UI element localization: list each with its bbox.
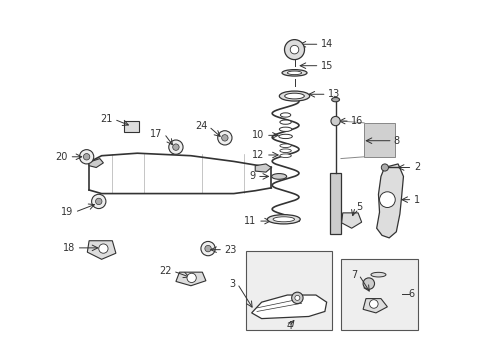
Bar bbox=[124, 121, 139, 132]
Circle shape bbox=[284, 40, 304, 60]
Circle shape bbox=[221, 135, 227, 141]
Circle shape bbox=[172, 144, 179, 150]
Ellipse shape bbox=[267, 215, 300, 224]
Circle shape bbox=[363, 278, 374, 289]
Text: 14: 14 bbox=[320, 39, 332, 49]
Text: 8: 8 bbox=[393, 136, 399, 146]
Circle shape bbox=[186, 273, 196, 283]
Polygon shape bbox=[89, 158, 103, 167]
Polygon shape bbox=[341, 213, 361, 228]
Text: 10: 10 bbox=[252, 130, 264, 140]
Text: 6: 6 bbox=[408, 289, 414, 299]
Circle shape bbox=[204, 246, 211, 252]
Text: 12: 12 bbox=[252, 150, 264, 160]
Circle shape bbox=[291, 292, 303, 303]
Text: 20: 20 bbox=[56, 152, 68, 162]
Ellipse shape bbox=[370, 273, 385, 277]
Text: 22: 22 bbox=[159, 266, 171, 276]
Ellipse shape bbox=[279, 91, 309, 101]
Polygon shape bbox=[87, 241, 116, 259]
Text: 17: 17 bbox=[150, 129, 163, 139]
Polygon shape bbox=[376, 164, 403, 238]
Circle shape bbox=[95, 198, 102, 204]
Ellipse shape bbox=[279, 127, 291, 131]
Text: 23: 23 bbox=[224, 245, 236, 255]
Polygon shape bbox=[251, 295, 326, 319]
Ellipse shape bbox=[331, 98, 339, 102]
Circle shape bbox=[217, 131, 231, 145]
Text: 16: 16 bbox=[350, 116, 363, 126]
Ellipse shape bbox=[287, 71, 301, 75]
Ellipse shape bbox=[280, 113, 290, 117]
Circle shape bbox=[294, 296, 299, 300]
Circle shape bbox=[168, 140, 183, 154]
Text: 1: 1 bbox=[413, 195, 419, 204]
Polygon shape bbox=[255, 164, 271, 172]
Text: 15: 15 bbox=[320, 61, 333, 71]
Circle shape bbox=[83, 154, 90, 160]
Bar bbox=[246, 251, 331, 330]
Text: 19: 19 bbox=[61, 207, 73, 217]
Text: 21: 21 bbox=[100, 114, 112, 124]
Ellipse shape bbox=[282, 69, 306, 76]
Ellipse shape bbox=[279, 154, 291, 157]
Polygon shape bbox=[363, 298, 386, 313]
Text: 2: 2 bbox=[413, 162, 419, 172]
Text: 24: 24 bbox=[195, 121, 207, 131]
Text: 7: 7 bbox=[350, 270, 357, 280]
Bar bbox=[329, 173, 340, 234]
Ellipse shape bbox=[272, 217, 294, 222]
Circle shape bbox=[99, 244, 108, 253]
Ellipse shape bbox=[278, 134, 292, 139]
Text: 3: 3 bbox=[229, 279, 235, 289]
Text: 4: 4 bbox=[285, 321, 292, 332]
Ellipse shape bbox=[271, 174, 286, 179]
Circle shape bbox=[330, 116, 340, 126]
Ellipse shape bbox=[279, 120, 291, 124]
Ellipse shape bbox=[279, 149, 291, 153]
Circle shape bbox=[91, 194, 106, 208]
Text: 18: 18 bbox=[63, 243, 75, 253]
Bar bbox=[340, 258, 417, 330]
Circle shape bbox=[379, 192, 394, 207]
Polygon shape bbox=[176, 272, 205, 286]
Circle shape bbox=[369, 300, 377, 308]
Circle shape bbox=[80, 150, 94, 164]
Ellipse shape bbox=[284, 93, 304, 99]
Text: 11: 11 bbox=[244, 216, 256, 226]
Text: 13: 13 bbox=[327, 89, 340, 99]
Circle shape bbox=[290, 45, 298, 54]
Text: 9: 9 bbox=[249, 171, 255, 181]
Circle shape bbox=[201, 242, 215, 256]
Ellipse shape bbox=[279, 144, 291, 148]
Text: 5: 5 bbox=[356, 202, 362, 212]
Bar bbox=[364, 123, 394, 157]
Circle shape bbox=[381, 164, 387, 171]
